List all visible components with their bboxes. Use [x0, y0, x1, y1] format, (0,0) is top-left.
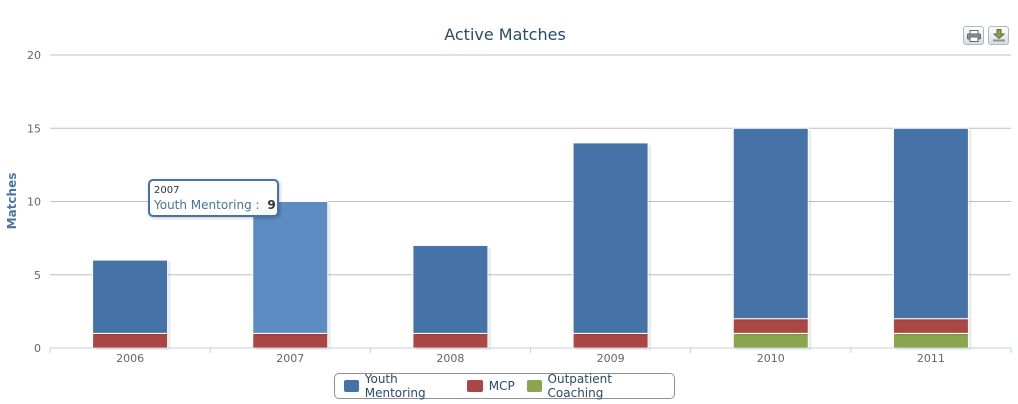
bar-segment[interactable]	[572, 142, 649, 334]
y-tick-label: 0	[34, 342, 41, 355]
bar-segment[interactable]	[412, 244, 489, 334]
legend-label: Youth Mentoring	[364, 372, 426, 400]
tooltip-series-name: Youth Mentoring :	[154, 198, 260, 212]
legend-item[interactable]: Outpatient Coaching	[526, 372, 662, 400]
tooltip-row: Youth Mentoring : 9	[154, 197, 276, 213]
x-tick-label: 2011	[917, 352, 945, 365]
bar-segment[interactable]	[892, 318, 969, 334]
tooltip-value: 9	[267, 198, 276, 212]
y-tick-label: 10	[27, 196, 41, 209]
legend-swatch	[526, 380, 542, 392]
legend-label: Outpatient Coaching	[547, 372, 612, 400]
legend-swatch	[466, 380, 483, 392]
download-button[interactable]	[988, 26, 1009, 45]
x-tick-label: 2008	[436, 352, 464, 365]
bar-segment[interactable]	[732, 332, 809, 349]
tooltip-header: 2007	[154, 185, 180, 196]
x-tick-label: 2007	[276, 352, 304, 365]
bar-segment[interactable]	[892, 332, 969, 349]
y-tick-label: 20	[27, 49, 41, 62]
y-tick-label: 5	[34, 269, 41, 282]
bar-segment[interactable]	[412, 332, 489, 349]
x-tick-label: 2010	[757, 352, 785, 365]
x-tick-label: 2006	[116, 352, 144, 365]
bar-segment[interactable]	[252, 201, 329, 334]
print-button[interactable]	[963, 26, 984, 45]
bar-segment[interactable]	[892, 127, 969, 320]
legend-item[interactable]: Youth Mentoring	[344, 372, 455, 400]
legend-swatch	[344, 380, 359, 392]
x-tick-label: 2009	[597, 352, 625, 365]
bar-segment[interactable]	[92, 259, 169, 334]
y-tick-label: 15	[27, 122, 41, 135]
chart-title: Active Matches	[444, 25, 566, 44]
bar-series	[92, 127, 972, 350]
grid-lines	[50, 54, 1011, 276]
download-arrow-icon	[992, 29, 1005, 42]
printer-icon	[966, 29, 981, 42]
bar-segment[interactable]	[732, 318, 809, 334]
chart-tooltip: 2007 Youth Mentoring : 9	[148, 179, 279, 217]
bar-segment[interactable]	[572, 332, 649, 349]
y-axis-label: Matches	[5, 173, 19, 230]
bar-segment[interactable]	[732, 127, 809, 320]
bar-segment[interactable]	[92, 332, 169, 349]
chart-legend: Youth Mentoring MCP Outpatient Coaching	[334, 372, 675, 400]
legend-label: MCP	[488, 379, 515, 393]
x-axis: 2006 2007 2008 2009 2010 2011	[49, 347, 1012, 365]
legend-item[interactable]: MCP	[466, 379, 515, 393]
y-axis-ticks: 0 5 10 15 20	[27, 49, 41, 355]
bar-segment[interactable]	[252, 332, 329, 349]
